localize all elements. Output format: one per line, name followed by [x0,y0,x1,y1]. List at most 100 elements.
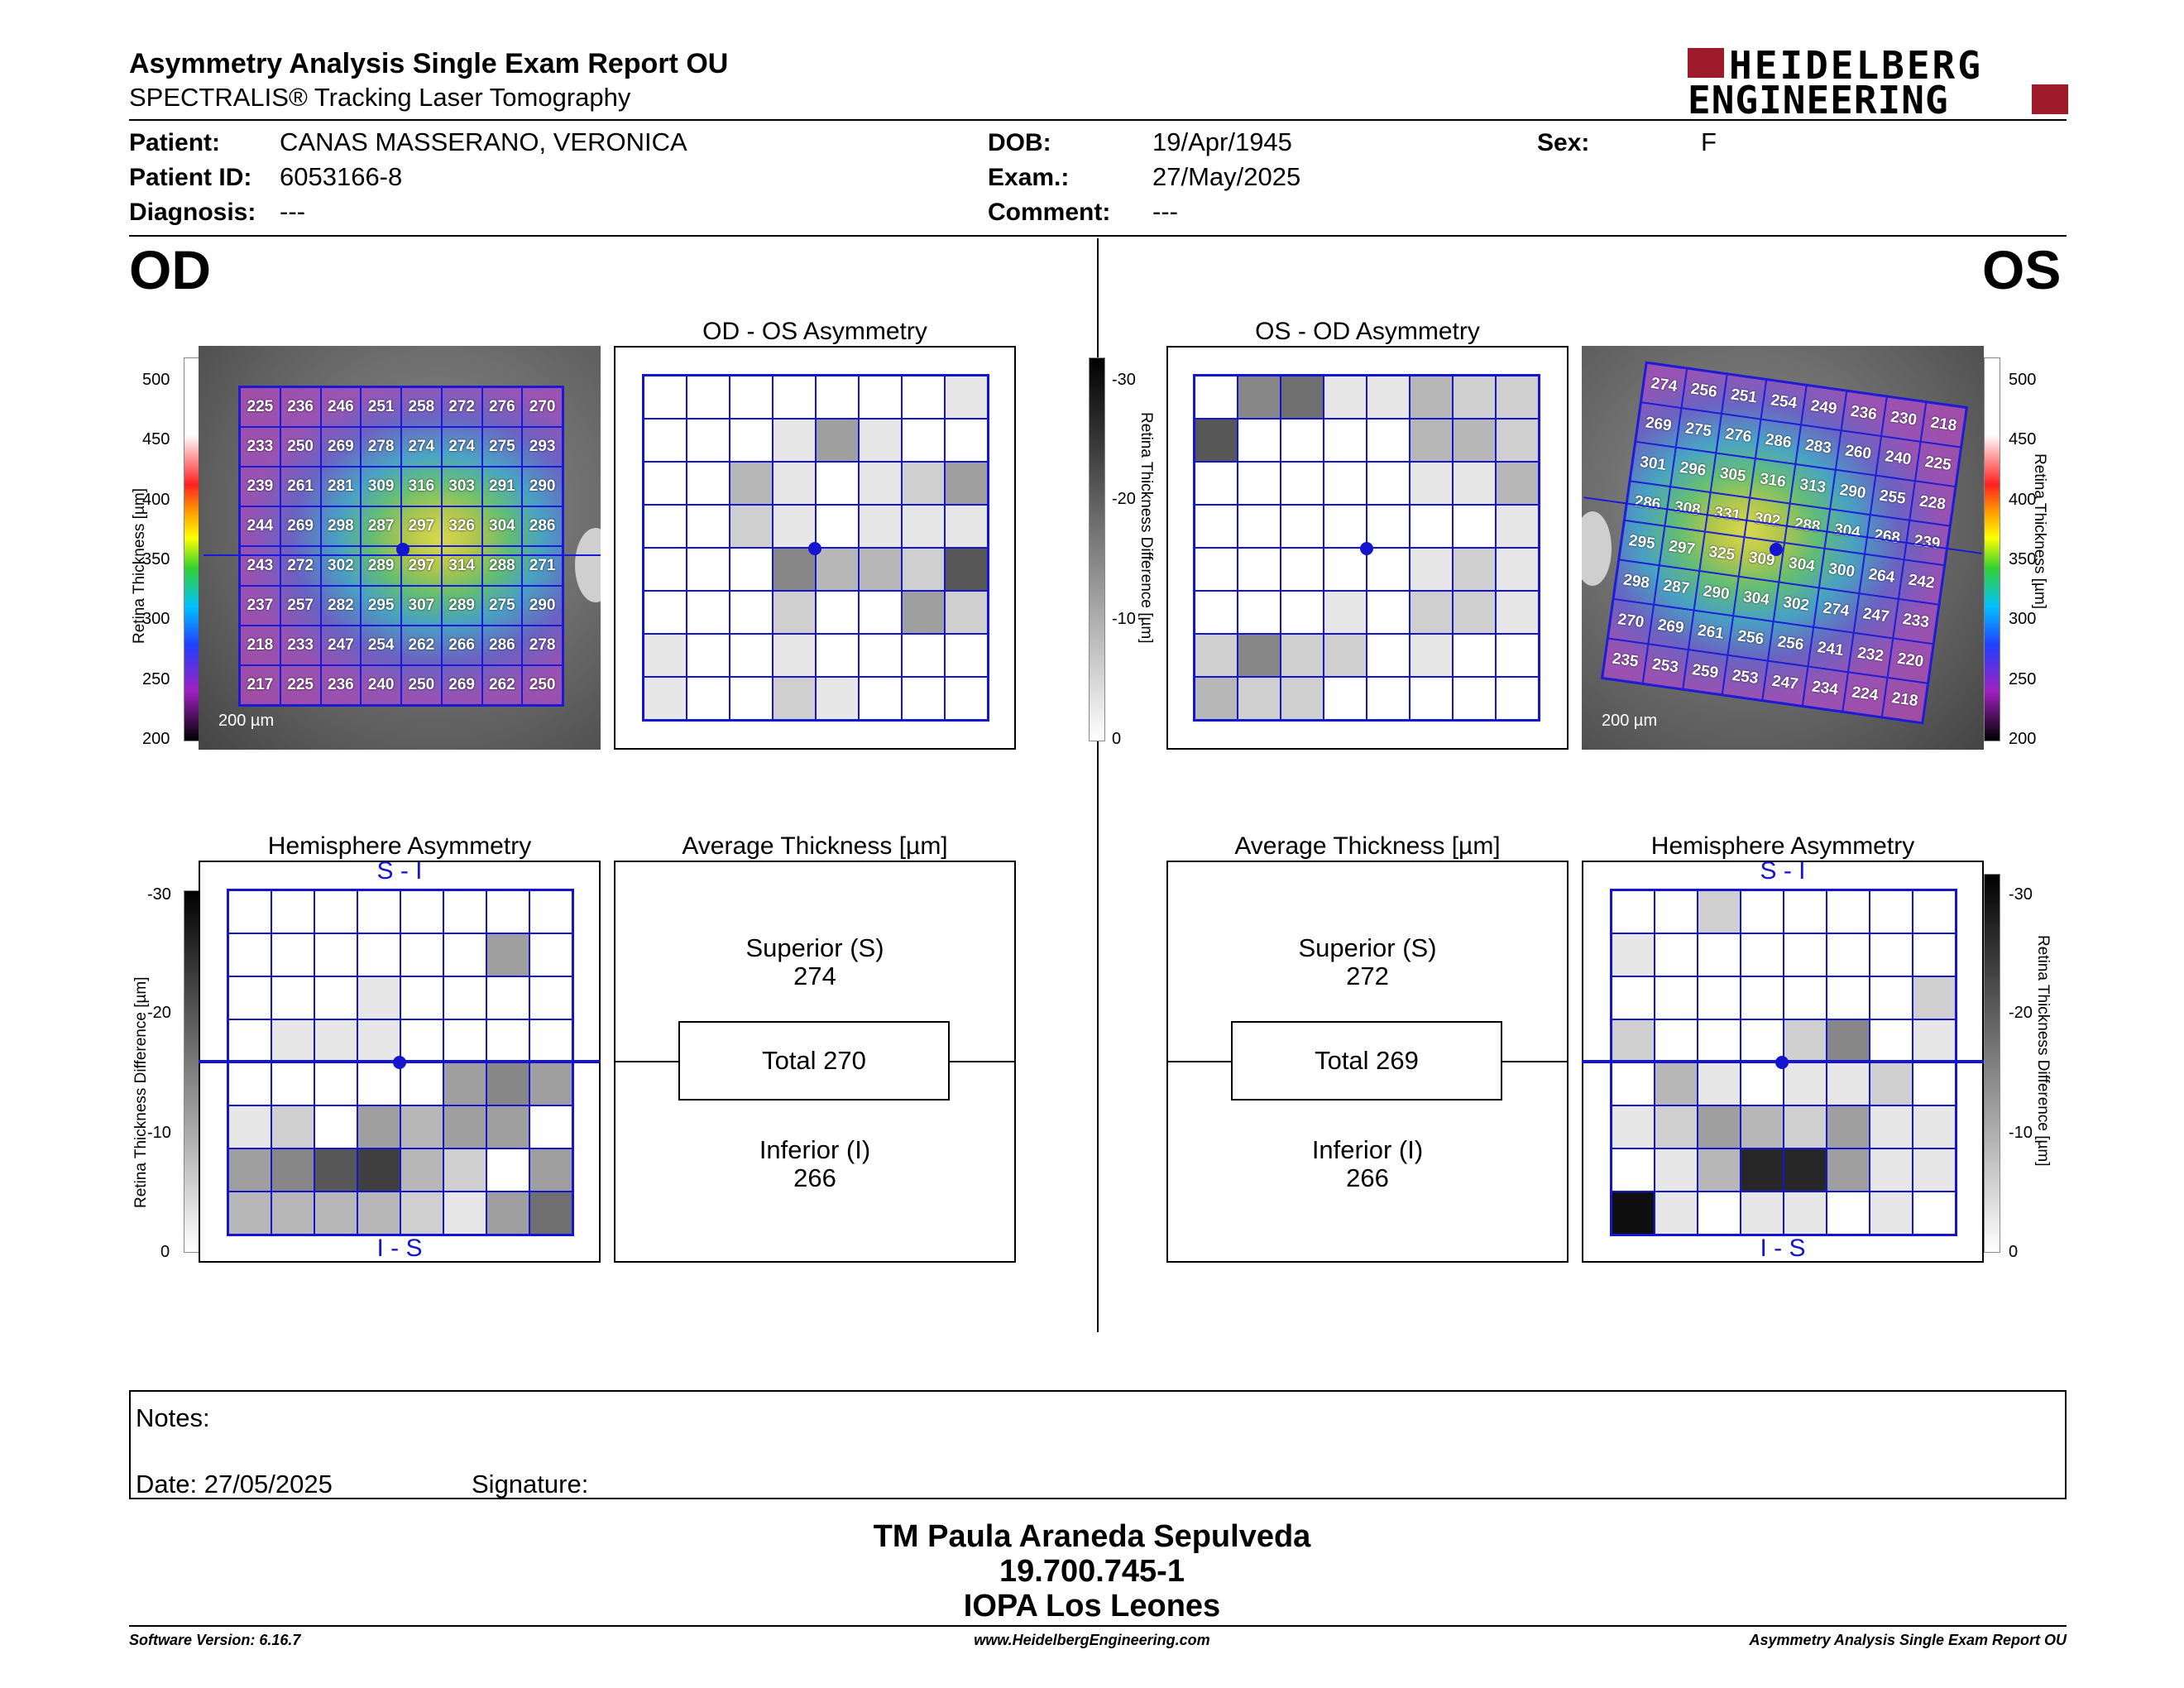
asymmetry-cell [486,1062,529,1105]
asymmetry-cell [1655,933,1698,976]
thickness-cell: 270 [522,387,563,427]
thickness-cell: 269 [1636,402,1682,448]
asymmetry-cell [644,677,687,720]
asymmetry-cell [1612,1019,1655,1062]
asymmetry-cell [443,1105,486,1149]
os-si-label: S - I [1760,857,1806,885]
asymmetry-cell [1655,1149,1698,1192]
asymmetry-cell [443,1149,486,1192]
thickness-cell: 287 [361,506,401,546]
thickness-cell: 307 [401,586,442,626]
thickness-cell: 249 [1801,385,1846,431]
asymmetry-cell [1281,634,1324,677]
asymmetry-cell [773,419,816,462]
asymmetry-cell [314,1062,357,1105]
asymmetry-cell [730,376,773,419]
asymmetry-cell [1870,890,1913,933]
asymmetry-cell [1612,1149,1655,1192]
asymmetry-cell [1195,591,1238,634]
thickness-cell: 316 [401,467,442,506]
report-title: Asymmetry Analysis Single Exam Report OU [129,48,729,79]
asymmetry-cell [271,1019,314,1062]
asymmetry-cell [902,505,945,548]
asymmetry-cell [644,548,687,591]
asymmetry-cell [816,462,859,505]
asymmetry-cell [486,1192,529,1235]
thickness-cell: 266 [441,626,482,665]
asymmetry-cell [1655,1192,1698,1235]
asymmetry-cell [1698,1105,1741,1149]
asymmetry-cell [1410,376,1453,419]
footer-website-link[interactable]: www.HeidelbergEngineering.com [974,1632,1210,1648]
thickness-cell: 287 [1653,565,1699,611]
asymmetry-cell [1655,890,1698,933]
asymmetry-cell [486,1149,529,1192]
asymmetry-cell [271,1105,314,1149]
od-scale-label: 200 µm [218,712,275,730]
thickness-cell: 289 [441,586,482,626]
asymmetry-cell [1784,890,1827,933]
asymmetry-cell [1913,1149,1956,1192]
thickness-cell: 254 [1760,380,1807,425]
asymmetry-cell [816,591,859,634]
asymmetry-cell [357,890,400,933]
thickness-cell: 256 [1681,368,1727,414]
thickness-cell: 250 [280,427,321,467]
asymmetry-cell [1827,890,1870,933]
asymmetry-cell [1496,419,1539,462]
asymmetry-cell [486,1019,529,1062]
thickness-cell: 233 [1893,598,1939,645]
asymmetry-cell [1827,1062,1870,1105]
asymmetry-cell [1827,1019,1870,1062]
asymmetry-cell [1827,1149,1870,1192]
asymmetry-cell [1496,376,1539,419]
od-thickness-axis-label: Retina Thickness [µm] [131,488,148,644]
thickness-cell: 218 [1882,677,1928,723]
asymmetry-cell [1784,1149,1827,1192]
asymmetry-cell [1195,548,1238,591]
thickness-cell: 286 [522,506,563,546]
asymmetry-cell [1784,1105,1827,1149]
os-hemi-title: Hemisphere Asymmetry [1650,832,1915,860]
asymmetry-cell [314,1149,357,1192]
asymmetry-cell [1281,419,1324,462]
asymmetry-cell [357,976,400,1019]
os-thickness-axis-label: Retina Thickness [µm] [2031,453,2048,609]
asymmetry-cell [271,933,314,976]
asymmetry-cell [1655,1062,1698,1105]
diagnosis-label: Diagnosis: [129,199,256,226]
thickness-cell: 286 [481,626,523,665]
asymmetry-cell [1913,1105,1956,1149]
asymmetry-cell [902,548,945,591]
asymmetry-cell [644,591,687,634]
thickness-cell: 316 [1750,458,1796,504]
asymmetry-cell [1870,1192,1913,1235]
asymmetry-cell [1913,890,1956,933]
asymmetry-cell [859,462,902,505]
asymmetry-cell [1698,1062,1741,1105]
asymmetry-cell [400,1019,443,1062]
asymmetry-cell [400,976,443,1019]
asymmetry-cell [400,1105,443,1149]
sex-value: F [1701,127,1717,156]
thickness-cell: 274 [1813,587,1859,633]
asymmetry-cell [443,1019,486,1062]
footer-report-name: Asymmetry Analysis Single Exam Report OU [1749,1632,2067,1648]
thickness-cell: 302 [1773,582,1819,627]
thickness-cell: 217 [240,665,280,705]
thickness-cell: 230 [1880,396,1927,442]
comment-label: Comment: [988,199,1111,226]
exam-value: 27/May/2025 [1152,162,1301,191]
notes-box[interactable] [129,1390,2067,1499]
thickness-cell: 235 [1602,638,1649,683]
asymmetry-cell [1913,976,1956,1019]
thickness-cell: 298 [1613,559,1660,605]
os-label: OS [1982,239,2062,300]
asymmetry-cell [1870,1062,1913,1105]
thickness-cell: 259 [1682,650,1728,695]
asymmetry-cell [1195,462,1238,505]
center-diff-axis-label: Retina Thickness Difference [µm] [1138,412,1155,644]
asymmetry-cell [1741,1019,1784,1062]
asymmetry-cell [529,933,572,976]
asymmetry-cell [357,1105,400,1149]
